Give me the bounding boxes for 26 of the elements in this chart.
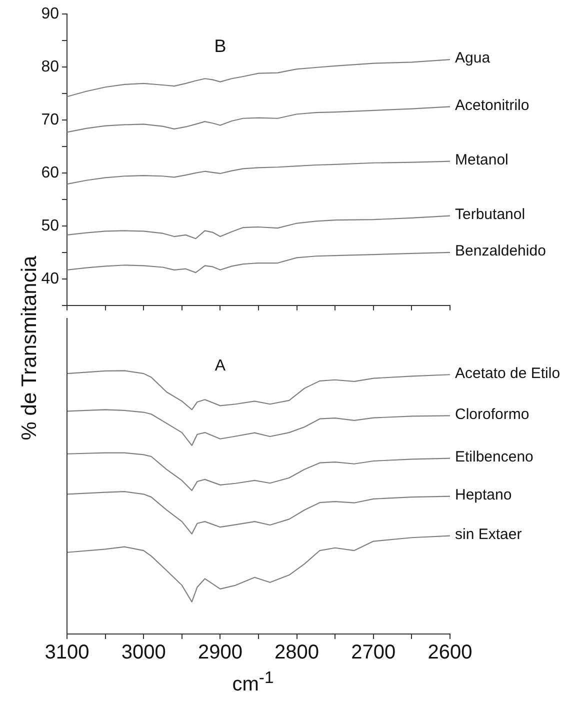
x-axis-title: cm$^{-1}$	[232, 668, 274, 697]
x-tick-label: 3100	[44, 642, 90, 664]
series-label: Cloroformo	[455, 406, 530, 423]
y-tick-label: 50	[41, 217, 60, 234]
series-label: Heptano	[455, 486, 512, 504]
y-tick-label: 70	[41, 111, 60, 128]
x-tick-label: 3000	[121, 642, 166, 664]
series-label: Acetonitrilo	[455, 96, 530, 114]
y-tick-label: 80	[41, 58, 60, 76]
x-tick-label: 2600	[428, 642, 472, 664]
y-tick-label: 40	[41, 270, 60, 288]
y-axis-title: % de Transmitancia	[18, 256, 42, 440]
series-label: Etilbenceno	[455, 448, 534, 466]
series-label: Metanol	[455, 151, 508, 168]
series-label: Benzaldehido	[455, 242, 546, 260]
text: B	[214, 36, 226, 56]
series-label: Terbutanol	[455, 206, 526, 223]
x-tick-label: 2800	[274, 642, 320, 664]
y-tick-label: 60	[41, 164, 60, 182]
y-tick-label: 90	[41, 5, 60, 22]
series-label: Agua	[455, 50, 491, 67]
x-tick-label: 2900	[198, 642, 242, 664]
x-tick-label: 2700	[351, 642, 396, 664]
series-label: sin Extaer	[455, 526, 522, 543]
series-label: Acetato de Etilo	[455, 364, 560, 382]
chart-title: A	[214, 357, 226, 374]
